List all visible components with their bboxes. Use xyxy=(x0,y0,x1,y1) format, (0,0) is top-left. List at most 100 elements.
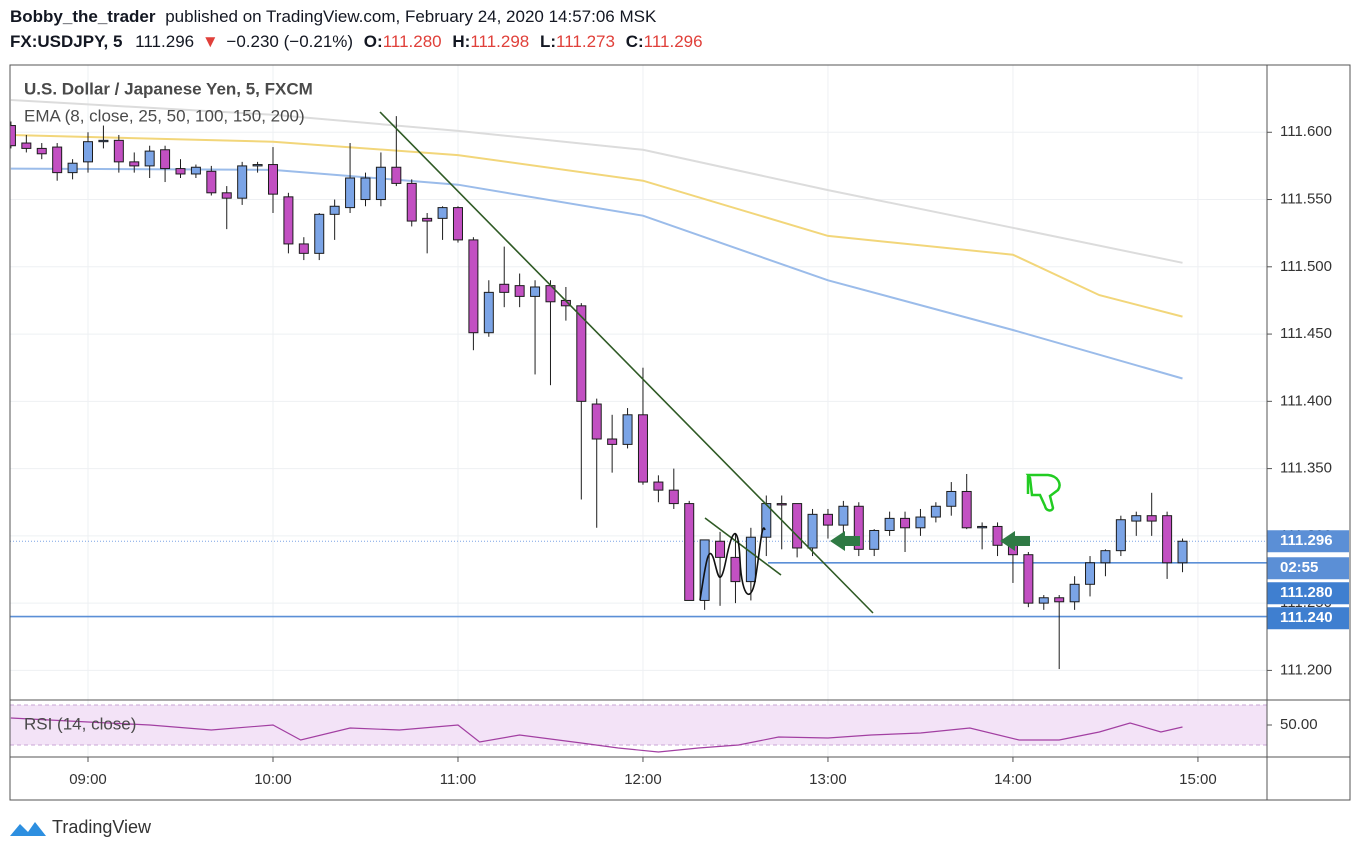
y-tick-label: 111.200 xyxy=(1280,661,1332,678)
change: −0.230 (−0.21%) xyxy=(226,32,353,51)
ema-line xyxy=(10,134,1183,318)
candle-body xyxy=(129,161,140,167)
candle-body xyxy=(452,207,463,241)
x-tick-label: 09:00 xyxy=(69,771,107,788)
candle-body xyxy=(853,505,864,550)
price-line-label: 111.240 xyxy=(1280,609,1333,626)
trend-line xyxy=(379,111,874,614)
candle-body xyxy=(175,168,186,175)
candle-body xyxy=(1038,597,1049,604)
candle-body xyxy=(314,213,325,254)
candle-body xyxy=(930,505,941,518)
candle-body xyxy=(391,166,402,184)
x-tick-label: 13:00 xyxy=(809,771,847,788)
price-line-label: 111.280 xyxy=(1280,584,1333,601)
candle-body xyxy=(67,162,78,174)
close: 111.296 xyxy=(644,32,703,51)
logo-mark xyxy=(10,822,46,836)
scribble xyxy=(699,527,766,601)
candle-body xyxy=(221,192,232,199)
candle-body xyxy=(1162,515,1173,564)
candle-body xyxy=(622,414,633,445)
y-tick-label: 111.500 xyxy=(1280,258,1332,275)
candle-body xyxy=(792,503,803,549)
x-tick-label: 12:00 xyxy=(624,771,662,788)
axes: 111.200111.250111.300111.350111.400111.4… xyxy=(69,123,1349,788)
low-label: L: xyxy=(540,32,556,51)
rsi-label: RSI (14, close) xyxy=(24,714,136,733)
rsi-line xyxy=(10,717,1183,753)
candle-body xyxy=(869,529,880,550)
candle-body xyxy=(730,556,741,583)
candle-body xyxy=(745,536,756,583)
trend-line xyxy=(704,517,782,576)
candle-body xyxy=(468,239,479,334)
footer-brand: TradingView xyxy=(52,817,152,837)
candle-body xyxy=(1115,519,1126,552)
ema-label: EMA (8, close, 25, 50, 100, 150, 200) xyxy=(24,106,305,125)
y-tick-label: 111.550 xyxy=(1280,191,1332,208)
candle-body xyxy=(206,170,217,194)
candle-body xyxy=(499,283,510,293)
ema-line xyxy=(10,99,1183,264)
candle-body xyxy=(1177,540,1188,564)
candle-body xyxy=(977,525,988,529)
candle-body xyxy=(52,146,63,174)
rsi-tick-label: 50.00 xyxy=(1280,716,1318,733)
candle-body xyxy=(607,438,618,445)
price-line-box xyxy=(1267,607,1349,630)
candle-body xyxy=(1131,515,1142,522)
x-tick-label: 10:00 xyxy=(254,771,292,788)
countdown-label: 02:55 xyxy=(1280,559,1318,576)
y-tick-label: 111.600 xyxy=(1280,123,1332,140)
candle-body xyxy=(530,286,541,297)
candle-body xyxy=(1069,583,1080,603)
high: 111.298 xyxy=(470,32,529,51)
candle-body xyxy=(144,150,155,167)
candle-body xyxy=(992,525,1003,546)
arrow xyxy=(1000,531,1030,551)
arrow xyxy=(830,531,860,551)
candle-body xyxy=(807,513,818,549)
rsi-band xyxy=(10,705,1267,745)
y-tick-label: 111.350 xyxy=(1280,460,1332,477)
candle-body xyxy=(591,403,602,440)
published: published on TradingView.com, February 2… xyxy=(165,7,657,26)
low: 111.273 xyxy=(556,32,615,51)
candle-body xyxy=(1100,550,1111,564)
candle-body xyxy=(360,177,371,201)
x-tick-label: 11:00 xyxy=(440,771,476,788)
candle-body xyxy=(915,516,926,529)
candle-body xyxy=(237,165,248,199)
candle-body xyxy=(946,490,957,507)
candle-body xyxy=(36,147,47,155)
candle-body xyxy=(715,540,726,558)
candle-body xyxy=(267,164,278,195)
y-tick-label: 111.400 xyxy=(1280,392,1332,409)
candle-body xyxy=(252,164,263,167)
price-line-box xyxy=(1267,582,1349,605)
close-label: C: xyxy=(626,32,644,51)
candle-body xyxy=(345,177,356,209)
high-label: H: xyxy=(452,32,470,51)
candle-body xyxy=(684,503,695,601)
drawings xyxy=(379,111,1061,614)
thumbs-down xyxy=(1025,473,1061,512)
ema-lines xyxy=(10,99,1183,380)
candle-body xyxy=(298,243,309,254)
candle-body xyxy=(776,503,787,506)
candle-body xyxy=(113,139,124,163)
open-label: O: xyxy=(364,32,383,51)
frame xyxy=(9,64,1351,801)
open: 111.280 xyxy=(383,32,442,51)
candle-body xyxy=(838,505,849,526)
candle-body xyxy=(375,166,386,201)
candle-body xyxy=(637,414,648,483)
x-tick-label: 15:00 xyxy=(1179,771,1217,788)
candle-body xyxy=(668,489,679,505)
candle-body xyxy=(437,207,448,219)
chart-title: U.S. Dollar / Japanese Yen, 5, FXCM xyxy=(24,79,313,98)
header-line: Bobby_the_trader published on TradingVie… xyxy=(10,7,657,26)
y-tick-label: 111.450 xyxy=(1280,325,1332,342)
